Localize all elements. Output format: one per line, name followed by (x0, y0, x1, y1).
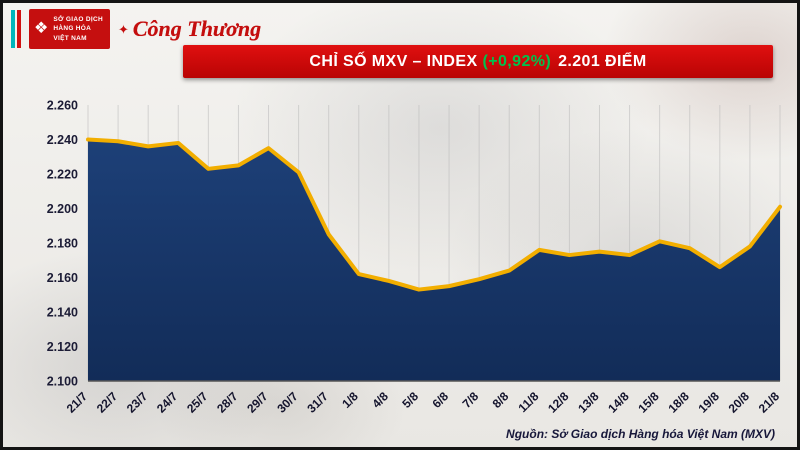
x-tick-label: 4/8 (369, 389, 391, 411)
x-tick-label: 29/7 (244, 389, 271, 416)
x-tick-label: 18/8 (665, 389, 692, 416)
source-caption: Nguồn: Sở Giao dịch Hàng hóa Việt Nam (M… (506, 427, 775, 441)
chart-title-prefix: CHỈ SỐ MXV – INDEX (309, 52, 478, 70)
x-tick-label: 21/8 (756, 389, 783, 416)
congthuong-emblem-icon: ✦ (117, 21, 129, 37)
x-tick-label: 15/8 (635, 389, 662, 416)
congthuong-logo-text: Công Thương (132, 16, 262, 41)
x-tick-label: 13/8 (575, 389, 602, 416)
chart-title-change: (+0,92%) (482, 52, 552, 70)
y-tick-label: 2.240 (47, 133, 78, 147)
x-tick-label: 23/7 (124, 389, 151, 416)
y-tick-label: 2.180 (47, 237, 78, 251)
mxv-index-chart: 2.100 2.120 2.140 2.160 2.180 2.200 2.220 2.240… (47, 99, 783, 416)
index-line (86, 137, 782, 292)
x-tick-label: 25/7 (184, 389, 211, 416)
x-tick-label: 7/8 (460, 389, 482, 411)
y-tick-label: 2.160 (47, 271, 78, 285)
mxv-diamond-icon: ❖ (34, 20, 49, 37)
x-tick-label: 5/8 (399, 389, 421, 411)
congthuong-logo: ✦ Công Thương (118, 16, 261, 42)
x-tick-label: 1/8 (339, 389, 361, 411)
x-tick-label: 6/8 (429, 389, 451, 411)
x-tick-label: 22/7 (94, 389, 121, 416)
y-tick-label: 2.260 (47, 99, 78, 113)
x-tick-label: 8/8 (490, 389, 512, 411)
y-tick-label: 2.120 (47, 340, 78, 354)
mxv-logo-text: SỞ GIAO DỊCH HÀNG HÓA VIỆT NAM (53, 15, 103, 42)
x-tick-label: 30/7 (274, 389, 301, 416)
chart-title-banner: CHỈ SỐ MXV – INDEX (+0,92%) 2.201 ĐIỂM (183, 45, 773, 78)
x-tick-label: 20/8 (726, 389, 753, 416)
x-tick-label: 19/8 (696, 389, 723, 416)
x-tick-label: 24/7 (154, 389, 181, 416)
area-fill (88, 139, 780, 381)
x-tick-label: 12/8 (545, 389, 572, 416)
y-tick-label: 2.100 (47, 375, 78, 389)
x-tick-label: 11/8 (515, 389, 541, 415)
x-tick-label: 28/7 (214, 389, 241, 416)
x-tick-label: 14/8 (605, 389, 632, 416)
logo-accent-bars-icon (11, 10, 21, 48)
y-tick-label: 2.200 (47, 202, 78, 216)
x-tick-label: 31/7 (304, 389, 331, 416)
y-tick-label: 2.140 (47, 306, 78, 320)
y-tick-label: 2.220 (47, 168, 78, 182)
mxv-logo: ❖ SỞ GIAO DỊCH HÀNG HÓA VIỆT NAM (29, 9, 110, 49)
x-tick-label: 21/7 (64, 389, 91, 416)
chart-title-points: 2.201 ĐIỂM (558, 52, 647, 70)
header-logos: ❖ SỞ GIAO DỊCH HÀNG HÓA VIỆT NAM ✦ Công … (11, 9, 261, 49)
